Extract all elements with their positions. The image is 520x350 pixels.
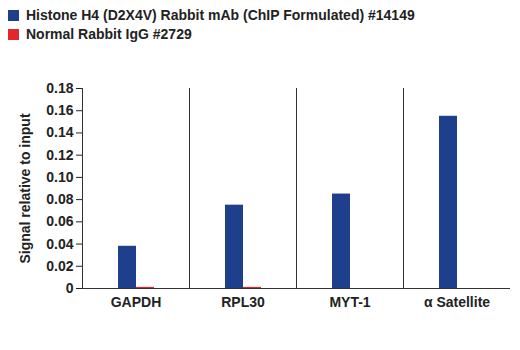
svg-text:MYT-1: MYT-1 — [329, 294, 370, 310]
svg-text:GAPDH: GAPDH — [111, 294, 162, 310]
svg-text:0.10: 0.10 — [46, 169, 73, 185]
svg-text:0.04: 0.04 — [46, 236, 73, 252]
svg-text:0: 0 — [66, 280, 74, 296]
html-text:Normal Rabbit IgG #2729: Normal Rabbit IgG #2729 — [26, 26, 192, 42]
svg-text:0.16: 0.16 — [46, 102, 73, 118]
svg-text:0.18: 0.18 — [46, 80, 73, 96]
svg-text:α Satellite: α Satellite — [424, 294, 490, 310]
svg-text:Signal relative to input: Signal relative to input — [17, 113, 33, 263]
svg-text:RPL30: RPL30 — [221, 294, 265, 310]
svg-text:0.14: 0.14 — [46, 124, 73, 140]
svg-text:0.12: 0.12 — [46, 147, 73, 163]
svg-text:0.02: 0.02 — [46, 258, 73, 274]
svg-text:0.08: 0.08 — [46, 191, 73, 207]
html-text:Histone H4 (D2X4V) Rabbit mAb: Histone H4 (D2X4V) Rabbit mAb (ChIP Form… — [26, 7, 415, 23]
svg-text:0.06: 0.06 — [46, 213, 73, 229]
